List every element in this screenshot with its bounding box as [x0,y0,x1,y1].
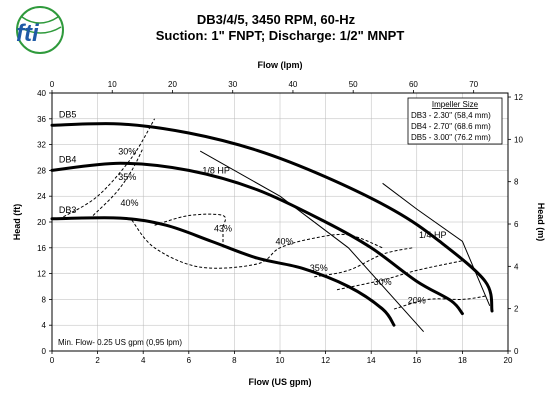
y-left-tick-label: 28 [37,166,46,175]
efficiency-contour [337,261,462,290]
min-flow-note: Min. Flow- 0.25 US gpm (0,95 lpm) [58,338,182,347]
y-left-axis-label: Head (ft) [12,204,22,241]
efficiency-label: 40% [121,198,139,208]
efficiency-label: 30% [374,277,392,287]
y-right-axis-label: Head (m) [536,203,546,242]
x-top-tick-label: 60 [409,80,418,89]
logo-text: fti [16,20,40,47]
series-label: DB4 [59,155,77,165]
y-right-tick-label: 2 [514,305,519,314]
y-left-tick-label: 32 [37,141,46,150]
x-bottom-tick-label: 2 [95,356,100,365]
impeller-legend-item: DB5 - 3.00" (76.2 mm) [411,133,491,142]
x-bottom-tick-label: 8 [232,356,237,365]
x-top-tick-label: 40 [288,80,297,89]
chart-title-line2: Suction: 1" FNPT; Discharge: 1/2" MNPT [156,28,405,43]
series-label: DB5 [59,110,77,120]
x-bottom-tick-label: 4 [141,356,146,365]
impeller-legend: Impeller Size DB3 - 2.30" (58,4 mm) DB4 … [408,98,502,144]
x-bottom-tick-label: 20 [504,356,513,365]
impeller-legend-title: Impeller Size [432,100,479,109]
x-top-tick-label: 0 [50,80,55,89]
y-right-tick-label: 12 [514,93,523,102]
impeller-curve [52,163,462,313]
efficiency-label: 40% [276,237,294,247]
x-top-tick-label: 20 [168,80,177,89]
impeller-legend-item: DB4 - 2.70" (68.6 mm) [411,122,491,131]
y-left-tick-label: 0 [42,347,47,356]
hp-line [200,151,423,332]
series-label: DB3 [59,205,77,215]
x-bottom-tick-label: 6 [187,356,192,365]
x-top-axis-label: Flow (lpm) [258,60,303,70]
x-top-tick-label: 50 [349,80,358,89]
x-bottom-tick-label: 14 [367,356,376,365]
chart-title-line1: DB3/4/5, 3450 RPM, 60-Hz [197,12,356,27]
efficiency-label: 43% [214,224,232,234]
x-top-tick-label: 10 [108,80,117,89]
x-bottom-tick-label: 18 [458,356,467,365]
y-left-tick-label: 20 [37,218,46,227]
x-top-tick-label: 30 [228,80,237,89]
hp-line [383,183,490,306]
y-right-tick-label: 6 [514,220,519,229]
x-bottom-axis-label: Flow (US gpm) [249,377,312,387]
y-right-tick-label: 4 [514,262,519,271]
y-left-tick-label: 16 [37,244,46,253]
x-bottom-tick-label: 16 [412,356,421,365]
x-bottom-tick-label: 0 [50,356,55,365]
efficiency-label: 20% [408,295,426,305]
impeller-curve [52,218,394,325]
y-left-tick-label: 12 [37,270,46,279]
x-top-tick-label: 70 [469,80,478,89]
efficiency-label: 30% [118,146,136,156]
x-bottom-tick-label: 10 [276,356,285,365]
y-right-tick-label: 10 [514,135,523,144]
impeller-legend-item: DB3 - 2.30" (58,4 mm) [411,111,491,120]
efficiency-contour [314,248,412,277]
y-right-tick-label: 8 [514,178,519,187]
y-right-tick-label: 0 [514,347,519,356]
fti-logo: fti [16,7,63,53]
y-left-tick-label: 36 [37,115,46,124]
efficiency-label: 35% [310,263,328,273]
efficiency-label: 35% [118,172,136,182]
y-left-tick-label: 40 [37,89,46,98]
hp-label: 1/8 HP [202,166,230,176]
hp-label: 1/4 HP [419,230,447,240]
x-bottom-tick-label: 12 [321,356,330,365]
hp-lines [200,151,490,332]
y-left-tick-label: 24 [37,192,46,201]
y-left-tick-label: 8 [42,295,47,304]
y-left-tick-label: 4 [42,321,47,330]
